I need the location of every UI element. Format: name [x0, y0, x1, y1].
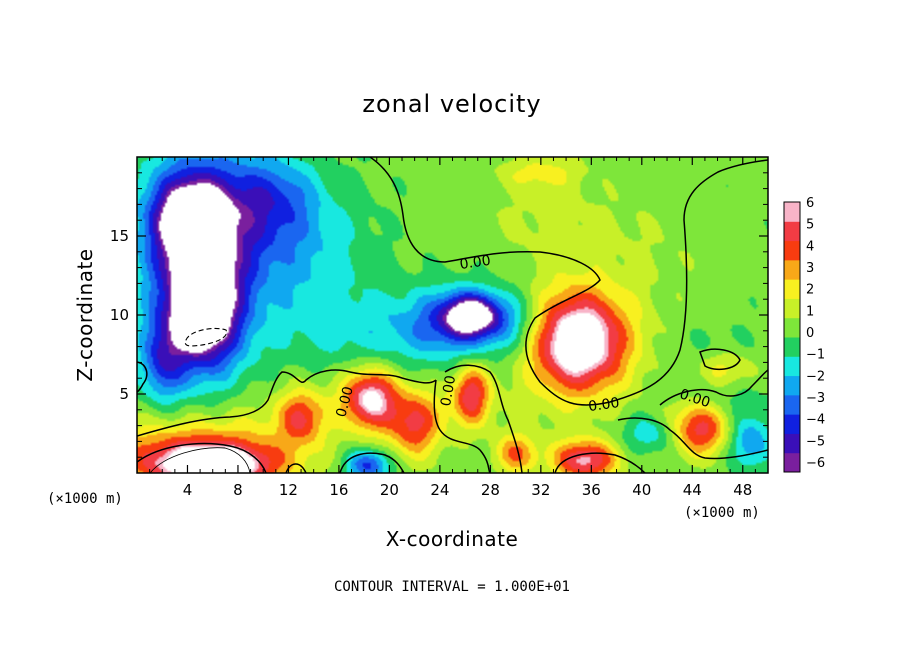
zero-contour-line: [433, 379, 491, 473]
negative-contour-line: [184, 327, 228, 347]
colorbar-swatch: [784, 298, 800, 319]
colorbar-swatch: [784, 279, 800, 299]
x-tick-label: 20: [380, 481, 399, 499]
y-axis-label: Z-coordinate: [73, 248, 97, 381]
colorbar-swatch: [784, 394, 800, 415]
colorbar: 6 5 4 3 2 1 0 −1 −2 −3 −4 −5 −6: [783, 196, 825, 473]
chart-title: zonal velocity: [362, 90, 541, 118]
colorbar-label: −4: [806, 413, 825, 428]
y-axis-unit: (×1000 m): [47, 491, 123, 507]
colorbar-swatch: [784, 337, 800, 357]
colorbar-label: −2: [806, 369, 825, 384]
x-tick-label: 44: [683, 481, 702, 499]
x-axis-unit: (×1000 m): [684, 505, 760, 521]
colorbar-label: −1: [806, 348, 825, 363]
x-tick-label: 24: [430, 481, 449, 499]
colorbar-swatch: [784, 433, 800, 454]
colorbar-swatch: [784, 414, 800, 434]
colorbar-frame: [783, 201, 801, 473]
zonal-velocity-field: [137, 157, 768, 473]
colorbar-label: 2: [806, 283, 814, 298]
colorbar-label: 6: [806, 196, 814, 211]
zero-contour-line: [554, 452, 646, 473]
y-tick-label: 10: [110, 306, 129, 324]
colorbar-swatch: [784, 452, 800, 473]
x-tick-label: 36: [582, 481, 601, 499]
zero-contour-line: [137, 442, 267, 473]
contour-label: 0.00: [587, 395, 620, 415]
zero-contours: [137, 157, 768, 473]
colorbar-label: −3: [806, 391, 825, 406]
colorbar-label: 1: [806, 304, 814, 319]
colorbar-swatch: [784, 259, 800, 280]
contour-label: 0.00: [333, 385, 357, 419]
colorbar-label: −6: [806, 456, 825, 471]
colorbar-label: 4: [806, 239, 814, 254]
x-tick-label: 4: [183, 481, 193, 499]
x-tick-label: 8: [233, 481, 243, 499]
x-axis-label: X-coordinate: [386, 527, 519, 551]
x-tick-label: 16: [329, 481, 348, 499]
y-tick-label: 5: [119, 385, 129, 403]
zero-contour-line: [137, 369, 437, 437]
x-tick-label: 12: [279, 481, 298, 499]
plot-area: 0.000.000.00 0.00 0.00: [136, 156, 769, 474]
colorbar-swatch: [784, 317, 800, 338]
y-tick-label: 15: [110, 227, 129, 245]
x-tick-label: 32: [531, 481, 550, 499]
contour-label: 0.00: [438, 374, 459, 407]
colorbar-label: −5: [806, 434, 825, 449]
zero-contour-line: [339, 452, 405, 473]
x-tick-label: 28: [481, 481, 500, 499]
thin-contour-line: [149, 447, 251, 473]
y-axis: 5 10 15: [110, 172, 768, 458]
colorbar-swatch: [784, 240, 800, 261]
zero-contour-line: [659, 369, 768, 406]
zero-contour-line: [699, 348, 741, 371]
x-tick-label: 40: [632, 481, 651, 499]
zero-contour-line: [369, 157, 768, 406]
colorbar-label: 0: [806, 326, 814, 341]
contour-label: 0.00: [459, 253, 492, 273]
colorbar-swatch: [784, 356, 800, 377]
contour-interval-note: CONTOUR INTERVAL = 1.000E+01: [334, 579, 570, 595]
x-tick-label: 48: [733, 481, 752, 499]
x-axis: 4 8 12 16 20 24 28 32 36 40 44 48: [149, 157, 756, 499]
colorbar-swatch: [784, 221, 800, 242]
colorbar-swatch: [784, 375, 800, 396]
colorbar-label: 5: [806, 218, 814, 233]
colorbar-label: 3: [806, 261, 814, 276]
zero-contour-line: [617, 417, 768, 460]
zero-contour-line: [444, 364, 523, 473]
zero-contour-line: [285, 463, 307, 473]
colorbar-swatch: [784, 202, 800, 222]
